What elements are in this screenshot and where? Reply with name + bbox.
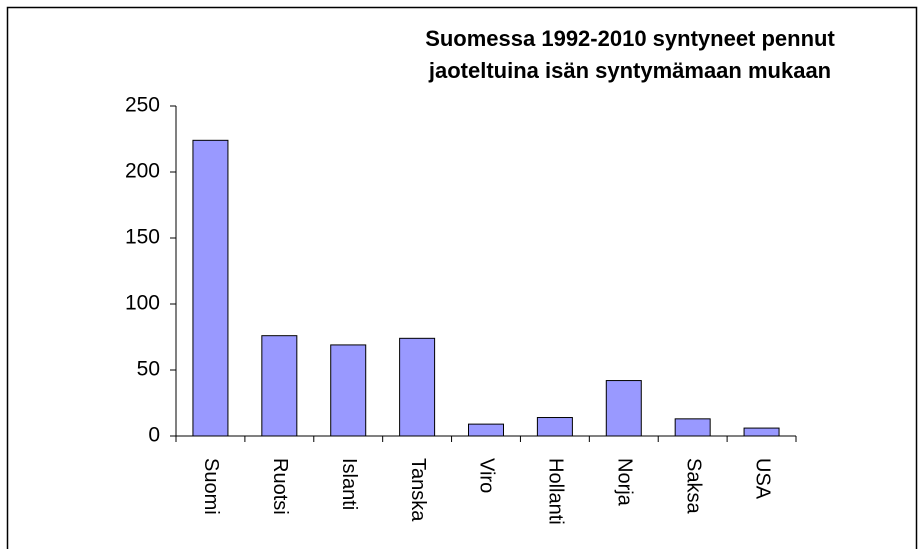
- chart-title: Suomessa 1992-2010 syntyneet pennut: [425, 26, 835, 51]
- bar: [399, 337, 436, 437]
- y-tick-label: 0: [148, 424, 160, 447]
- chart-frame: [6, 6, 918, 549]
- chart-subtitle: jaoteltuina isän syntymämaan mukaan: [428, 58, 831, 83]
- x-tick-label: Ruotsi: [269, 458, 291, 515]
- bar: [674, 418, 711, 437]
- y-tick-label: 250: [125, 94, 160, 117]
- y-tick-label: 200: [125, 160, 160, 183]
- bar: [536, 417, 573, 437]
- bar: [605, 380, 642, 437]
- bar: [261, 335, 298, 437]
- bar: [468, 423, 504, 437]
- bar: [330, 344, 367, 437]
- bar: [743, 427, 780, 437]
- y-tick-label: 100: [125, 292, 160, 315]
- x-tick-label: Tanska: [407, 458, 429, 522]
- x-tick-label: Islanti: [338, 458, 360, 510]
- x-tick-label: Hollanti: [545, 458, 567, 525]
- y-tick-label: 150: [125, 226, 160, 249]
- bar: [192, 139, 229, 437]
- y-tick-label: 50: [137, 358, 160, 381]
- x-tick-label: Viro: [476, 458, 498, 493]
- x-tick-label: Saksa: [682, 458, 704, 514]
- x-tick-label: Suomi: [200, 458, 222, 515]
- x-tick-label: USA: [751, 458, 773, 500]
- x-tick-label: Norja: [613, 458, 635, 507]
